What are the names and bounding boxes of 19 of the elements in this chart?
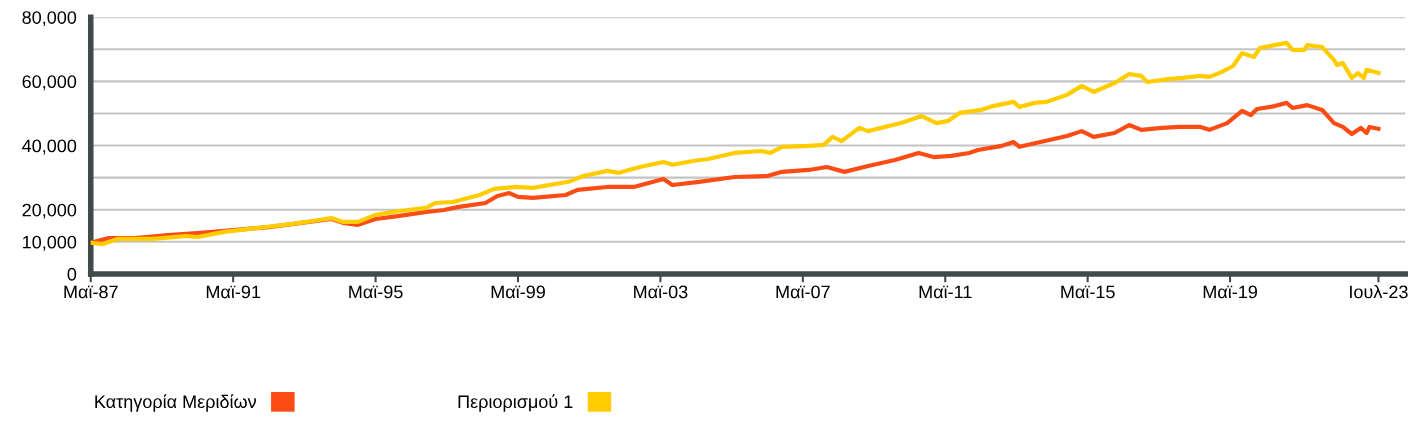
x-tick-label: Μαϊ-11 (919, 285, 972, 299)
x-tick-label: Μαϊ-91 (206, 285, 261, 299)
x-tick-label: Μαϊ-07 (776, 285, 830, 299)
x-tick-label: Μαϊ-03 (634, 285, 688, 299)
y-tick-label: 20,000 (22, 203, 77, 219)
y-tick-label: 10,000 (23, 235, 77, 251)
x-tick-label: Μαϊ-95 (349, 285, 403, 299)
y-tick-label: 0 (67, 267, 77, 281)
line-series (90, 40, 1381, 247)
legend-label: Κατηγορία Μεριδίων (95, 394, 256, 412)
legend-label: Περιορισμού 1 (458, 394, 573, 412)
y-tick-label: 80,000 (22, 11, 77, 27)
x-tick-label: Μαϊ-19 (1203, 285, 1258, 299)
x-tick-label: Μαϊ-87 (64, 285, 118, 299)
y-tick-label: 60,000 (22, 75, 77, 91)
x-tick-label: Μαϊ-99 (491, 285, 545, 299)
x-tick-label: Ιουλ-23 (1350, 285, 1408, 299)
y-tick-label: 40,000 (22, 139, 77, 155)
x-tick-label: Μαϊ-15 (1061, 285, 1115, 299)
